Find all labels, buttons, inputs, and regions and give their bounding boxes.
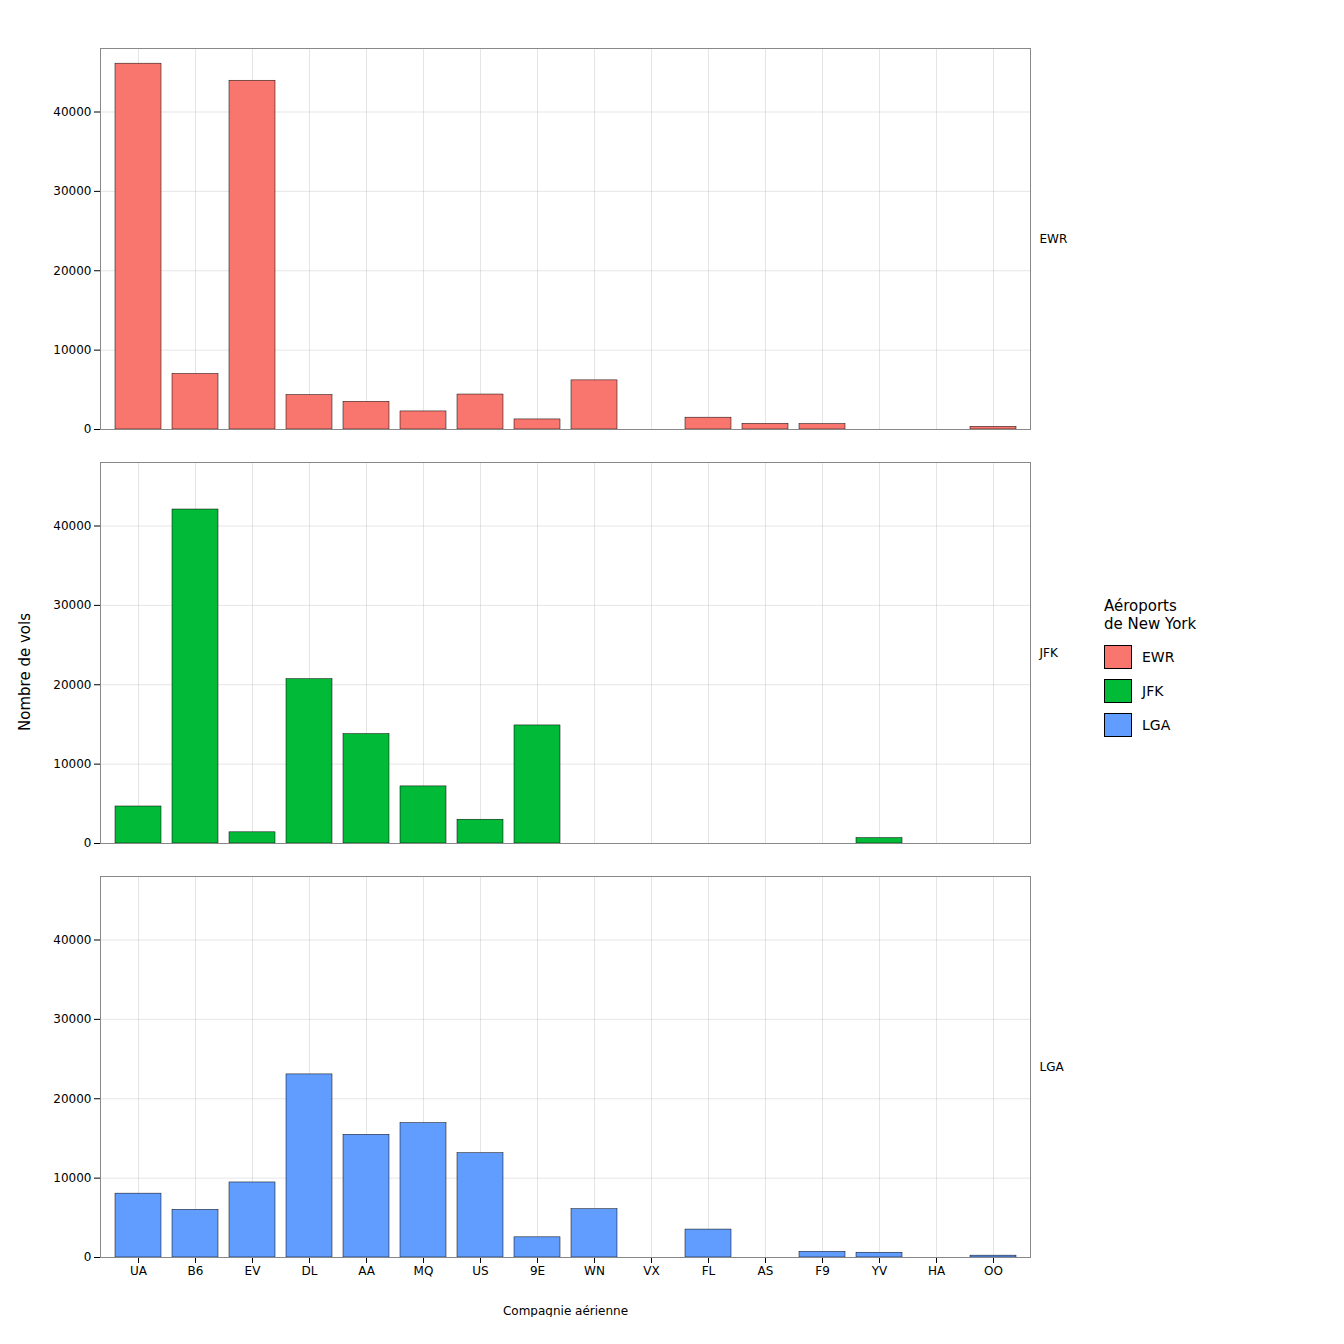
svg-text:FL: FL bbox=[702, 1264, 716, 1278]
svg-text:UA: UA bbox=[130, 1264, 148, 1278]
svg-text:10000: 10000 bbox=[53, 1171, 91, 1185]
svg-text:OO: OO bbox=[984, 1264, 1003, 1278]
svg-text:30000: 30000 bbox=[53, 598, 91, 612]
svg-text:0: 0 bbox=[84, 422, 92, 436]
svg-text:30000: 30000 bbox=[53, 1012, 91, 1026]
svg-text:9E: 9E bbox=[530, 1264, 545, 1278]
svg-text:20000: 20000 bbox=[53, 678, 91, 692]
svg-text:30000: 30000 bbox=[53, 184, 91, 198]
svg-text:EV: EV bbox=[245, 1264, 262, 1278]
svg-text:AA: AA bbox=[358, 1264, 376, 1278]
html-text:JFK: JFK bbox=[1142, 683, 1164, 699]
svg-text:40000: 40000 bbox=[53, 105, 91, 119]
svg-text:0: 0 bbox=[84, 836, 92, 850]
svg-text:10000: 10000 bbox=[53, 757, 91, 771]
svg-text:40000: 40000 bbox=[53, 933, 91, 947]
html-text:Nombre de vols: Nombre de vols bbox=[16, 613, 34, 731]
svg-text:0: 0 bbox=[84, 1250, 92, 1264]
svg-text:MQ: MQ bbox=[414, 1264, 434, 1278]
svg-text:EWR: EWR bbox=[1040, 232, 1068, 246]
html-text:Aéroports de New York: Aéroports de New York bbox=[1104, 597, 1197, 633]
svg-text:YV: YV bbox=[871, 1264, 888, 1278]
svg-text:VX: VX bbox=[643, 1264, 659, 1278]
svg-text:20000: 20000 bbox=[53, 264, 91, 278]
svg-text:LGA: LGA bbox=[1040, 1060, 1065, 1074]
svg-text:Compagnie aérienne: Compagnie aérienne bbox=[503, 1304, 628, 1318]
svg-text:HA: HA bbox=[928, 1264, 946, 1278]
svg-text:B6: B6 bbox=[188, 1264, 204, 1278]
svg-text:10000: 10000 bbox=[53, 343, 91, 357]
svg-text:DL: DL bbox=[302, 1264, 318, 1278]
svg-text:AS: AS bbox=[758, 1264, 774, 1278]
html-text:LGA: LGA bbox=[1142, 717, 1171, 733]
svg-text:40000: 40000 bbox=[53, 519, 91, 533]
svg-text:20000: 20000 bbox=[53, 1092, 91, 1106]
svg-text:F9: F9 bbox=[815, 1264, 830, 1278]
svg-text:WN: WN bbox=[584, 1264, 605, 1278]
svg-text:JFK: JFK bbox=[1039, 646, 1059, 660]
svg-text:US: US bbox=[472, 1264, 488, 1278]
html-text:EWR: EWR bbox=[1142, 649, 1175, 665]
